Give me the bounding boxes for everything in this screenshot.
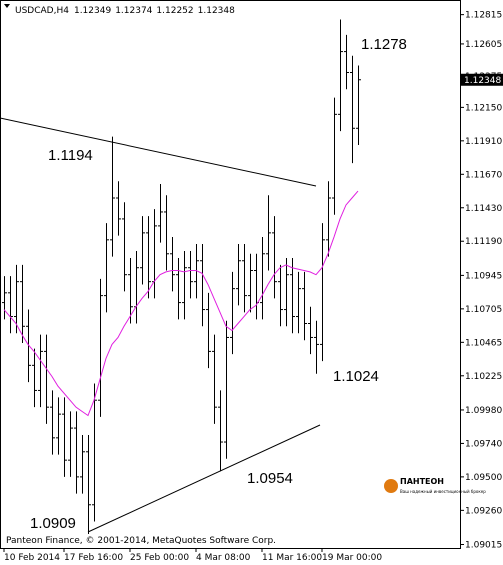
y-tick-label: 1.09980: [465, 406, 502, 416]
y-tick-label: 1.12150: [465, 103, 502, 113]
x-tick-label: 19 Mar 00:00: [322, 553, 382, 563]
header-value: 1.12252: [156, 6, 193, 16]
x-tick-label: 17 Feb 16:00: [64, 553, 123, 563]
symbol: USDCAD,H4: [15, 6, 69, 16]
y-tick-label: 1.10465: [465, 338, 502, 348]
y-tick-label: 1.11190: [465, 237, 502, 247]
header-value: 1.12349: [74, 6, 111, 16]
logo-sub: Ваш надежный инвестиционный брокер: [400, 489, 486, 494]
y-tick-label: 1.10945: [465, 271, 502, 281]
y-tick-label: 1.11670: [465, 170, 502, 180]
footer: Panteon Finance, © 2001-2014, MetaQuotes…: [6, 536, 276, 546]
annotation: 1.1194: [48, 147, 93, 164]
menu-arrow: [4, 4, 10, 8]
y-tick-label: 1.11430: [465, 204, 502, 214]
y-tick-label: 1.10705: [465, 305, 502, 315]
plot-frame: [0, 0, 461, 549]
annotation: 1.1024: [333, 368, 379, 385]
x-tick-label: 4 Mar 08:00: [196, 553, 251, 563]
x-tick-label: 10 Feb 2014: [4, 553, 60, 563]
y-tick-label: 1.12815: [465, 11, 502, 21]
moving-average: [3, 190, 359, 417]
y-tick-label: 1.09500: [465, 473, 502, 483]
annotation: 1.1278: [361, 36, 407, 53]
x-tick-label: 25 Feb 00:00: [130, 553, 189, 563]
y-tick-label: 1.12605: [465, 40, 502, 50]
resistance-line: [0, 117, 317, 187]
logo-icon: [384, 479, 398, 493]
y-tick-label: 1.11910: [465, 137, 502, 147]
last-price-box: [461, 73, 503, 86]
x-tick-label: 11 Mar 16:00: [262, 553, 322, 563]
header-value: 1.12348: [198, 6, 235, 16]
y-tick-label: 1.10225: [465, 372, 502, 382]
last-price-label: 1.12348: [464, 76, 501, 86]
chart-header: USDCAD,H4 1.12349 1.12374 1.12252 1.12348: [15, 6, 235, 16]
annotation: 1.0909: [30, 515, 76, 532]
logo: ПАНТЕОН: [400, 477, 444, 486]
annotation: 1.0954: [247, 470, 293, 487]
y-tick-label: 1.09740: [465, 439, 502, 449]
y-tick-label: 1.09260: [465, 506, 502, 516]
header-value: 1.12374: [115, 6, 152, 16]
support-line: [87, 424, 321, 533]
y-tick-label: 1.09015: [465, 541, 502, 551]
